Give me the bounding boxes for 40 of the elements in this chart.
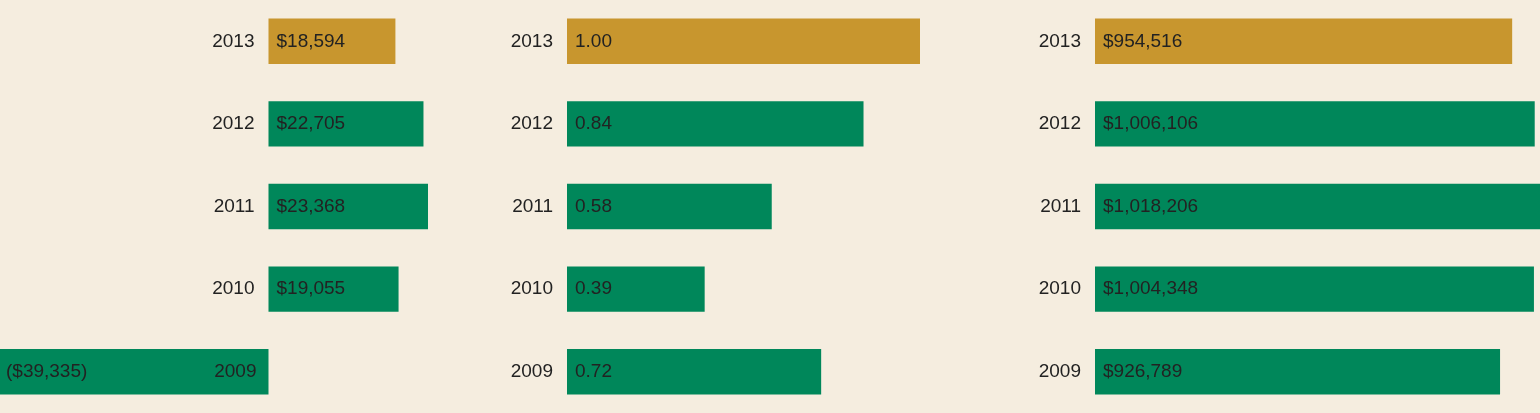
data-label: ($39,335) — [6, 359, 88, 381]
bar — [268, 183, 428, 230]
bar — [567, 266, 705, 312]
data-label: 1.00 — [575, 29, 612, 51]
y-tick-label: 2009 — [1038, 359, 1081, 381]
data-label: $926,789 — [1103, 359, 1183, 381]
y-tick-label: 2012 — [212, 112, 255, 134]
bar — [567, 348, 822, 395]
data-label: $22,705 — [276, 112, 346, 134]
y-tick-label: 2013 — [212, 29, 255, 51]
data-label: $1,006,106 — [1103, 112, 1199, 134]
y-tick-label: 2013 — [510, 29, 553, 51]
data-label: $19,055 — [276, 277, 346, 299]
data-label: 0.72 — [575, 359, 612, 381]
y-tick-label: 2009 — [510, 359, 553, 381]
data-label: 0.58 — [575, 194, 612, 216]
bar — [567, 183, 772, 230]
y-tick-label: 2013 — [1038, 29, 1081, 51]
data-label: $1,018,206 — [1103, 194, 1199, 216]
data-label: $23,368 — [276, 194, 346, 216]
y-tick-label: 2012 — [1038, 112, 1081, 134]
bar — [567, 18, 920, 65]
y-tick-label: 2010 — [1038, 277, 1081, 299]
data-label: $18,594 — [276, 29, 346, 51]
y-tick-label: 2012 — [510, 112, 553, 134]
y-tick-label: 2011 — [512, 194, 553, 216]
bar — [0, 348, 269, 395]
bar — [268, 266, 399, 312]
y-tick-label: 2011 — [1040, 194, 1081, 216]
y-tick-label: 2011 — [213, 194, 255, 216]
bar — [268, 18, 396, 65]
y-tick-label: 2009 — [214, 359, 257, 381]
data-label: $954,516 — [1103, 29, 1183, 51]
bar — [268, 101, 424, 147]
data-label: $1,004,348 — [1103, 277, 1199, 299]
y-tick-label: 2010 — [212, 277, 255, 299]
data-label: 0.84 — [575, 112, 613, 134]
y-tick-label: 2010 — [510, 277, 553, 299]
bar — [567, 101, 864, 147]
data-label: 0.39 — [575, 277, 612, 299]
